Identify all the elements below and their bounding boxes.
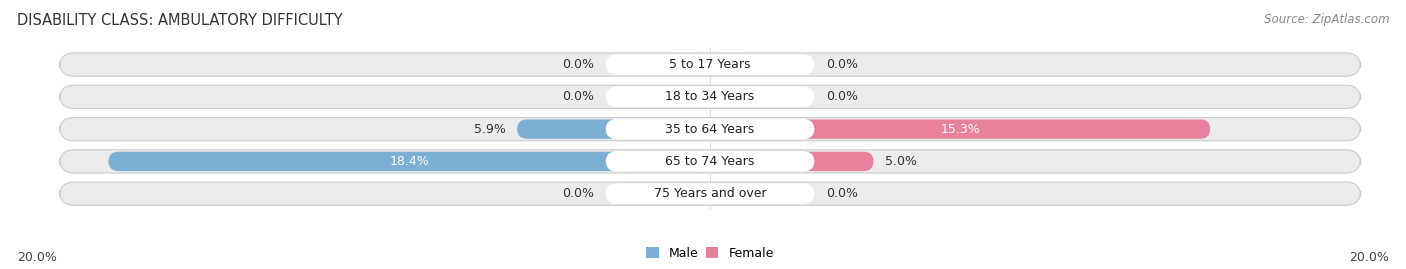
FancyBboxPatch shape [59,118,1361,141]
FancyBboxPatch shape [661,87,710,107]
FancyBboxPatch shape [606,183,814,204]
Text: 75 Years and over: 75 Years and over [654,187,766,200]
Text: 65 to 74 Years: 65 to 74 Years [665,155,755,168]
Text: 18 to 34 Years: 18 to 34 Years [665,90,755,103]
FancyBboxPatch shape [606,54,814,75]
Text: 0.0%: 0.0% [562,90,593,103]
FancyBboxPatch shape [710,87,759,107]
Text: 18.4%: 18.4% [389,155,429,168]
Text: DISABILITY CLASS: AMBULATORY DIFFICULTY: DISABILITY CLASS: AMBULATORY DIFFICULTY [17,13,343,29]
FancyBboxPatch shape [606,119,814,139]
Text: 35 to 64 Years: 35 to 64 Years [665,123,755,136]
FancyBboxPatch shape [517,119,710,139]
FancyBboxPatch shape [710,119,1211,139]
FancyBboxPatch shape [108,152,710,171]
FancyBboxPatch shape [59,182,1361,205]
FancyBboxPatch shape [710,55,759,74]
FancyBboxPatch shape [606,87,814,107]
Text: 0.0%: 0.0% [827,90,858,103]
FancyBboxPatch shape [59,53,1361,76]
FancyBboxPatch shape [661,55,710,74]
Text: 5.0%: 5.0% [884,155,917,168]
FancyBboxPatch shape [59,85,1361,108]
Text: 0.0%: 0.0% [562,58,593,71]
Text: 20.0%: 20.0% [17,251,56,264]
FancyBboxPatch shape [710,152,873,171]
Text: Source: ZipAtlas.com: Source: ZipAtlas.com [1264,13,1389,26]
Text: 0.0%: 0.0% [827,187,858,200]
FancyBboxPatch shape [59,150,1361,173]
Text: 15.3%: 15.3% [941,123,980,136]
Text: 5.9%: 5.9% [474,123,506,136]
Legend: Male, Female: Male, Female [641,242,779,265]
Text: 20.0%: 20.0% [1350,251,1389,264]
FancyBboxPatch shape [710,184,759,203]
Text: 0.0%: 0.0% [562,187,593,200]
FancyBboxPatch shape [606,151,814,172]
Text: 5 to 17 Years: 5 to 17 Years [669,58,751,71]
Text: 0.0%: 0.0% [827,58,858,71]
FancyBboxPatch shape [661,184,710,203]
